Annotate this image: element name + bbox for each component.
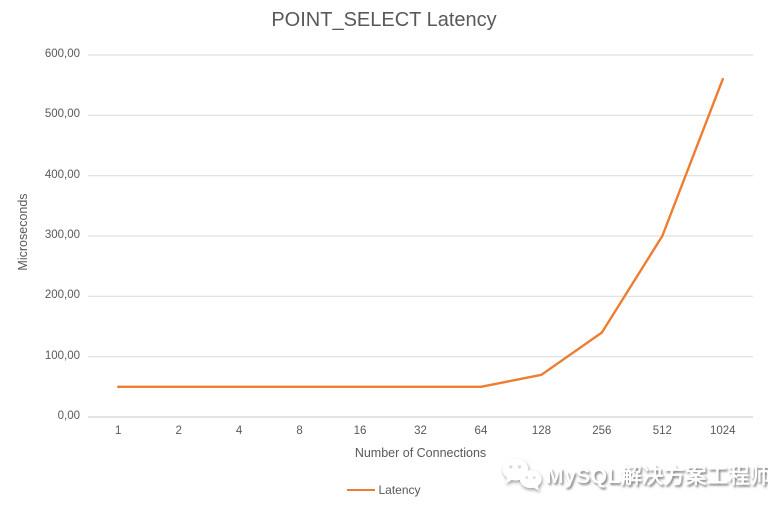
x-tick-label: 512 [652, 425, 672, 437]
x-tick-label: 4 [235, 425, 243, 437]
y-axis-title: Microseconds [16, 193, 30, 271]
wechat-icon [502, 458, 542, 491]
x-tick-label: 8 [296, 425, 303, 437]
x-tick-label: 1024 [709, 425, 736, 437]
legend: Latency [0, 483, 768, 497]
y-tick-label: 600,00 [44, 48, 80, 60]
chart-title: POINT_SELECT Latency [271, 9, 497, 31]
x-tick-label: 64 [474, 425, 488, 437]
y-tick-label: 500,00 [44, 108, 80, 121]
watermark-text: MySQL解决方案工程师 [546, 464, 768, 488]
x-axis-title: Number of Connections [354, 446, 487, 460]
y-tick-label: 0,00 [57, 410, 80, 422]
y-tick-label: 100,00 [44, 349, 80, 362]
y-tick-label: 200,00 [44, 289, 80, 302]
x-tick-label: 32 [414, 425, 427, 437]
x-tick-label: 2 [175, 425, 182, 437]
legend-label: Latency [378, 483, 421, 497]
y-tick-label: 400,00 [44, 168, 80, 181]
x-tick-label: 1 [115, 425, 122, 437]
x-tick-label: 256 [592, 425, 612, 437]
watermark: MySQL解决方案工程师 [501, 456, 768, 493]
legend-line-swatch [347, 488, 376, 492]
y-tick-label: 300,00 [44, 229, 80, 241]
x-tick-label: 16 [353, 425, 367, 437]
x-tick-label: 128 [531, 425, 551, 437]
